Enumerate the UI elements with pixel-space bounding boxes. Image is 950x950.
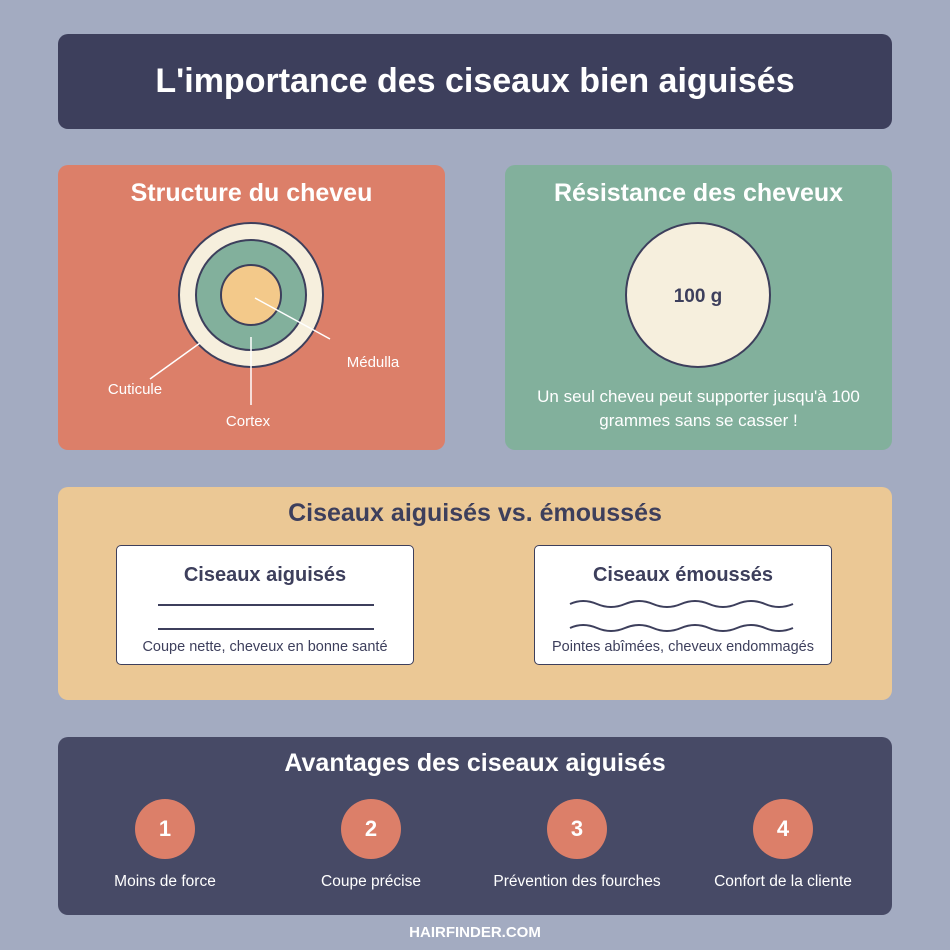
comparison-title: Ciseaux aiguisés vs. émoussés xyxy=(288,499,662,527)
dull-scissors-title: Ciseaux émoussés xyxy=(592,564,774,586)
benefit-label: Confort de la cliente xyxy=(714,873,852,890)
weight-value: 100 g xyxy=(674,286,723,307)
hair-structure-panel: Structure du cheveu Cuticule Cortex Médu… xyxy=(58,165,445,450)
footer-brand: HAIRFINDER.COM xyxy=(409,924,541,941)
hair-resistance-panel: Résistance des cheveux 100 g Un seul che… xyxy=(505,165,892,450)
benefits-title: Avantages des ciseaux aiguisés xyxy=(284,749,666,777)
cuticle-label: Cuticule xyxy=(108,381,162,398)
weight-circle-graphic: 100 g xyxy=(625,222,771,368)
clean-cut-hair-lines xyxy=(158,604,374,630)
page-title: L'importance des ciseaux bien aiguisés xyxy=(155,62,795,100)
sharp-scissors-caption: Coupe nette, cheveux en bonne santé xyxy=(142,639,388,655)
cortex-label: Cortex xyxy=(226,413,271,430)
damaged-hair-lines xyxy=(569,600,794,632)
benefit-item-3: 3 Prévention des fourches xyxy=(474,799,680,891)
title-banner: L'importance des ciseaux bien aiguisés xyxy=(58,34,892,129)
medulla-pointer-line xyxy=(254,297,331,340)
hair-structure-title: Structure du cheveu xyxy=(130,179,373,207)
benefit-label: Coupe précise xyxy=(321,873,421,890)
benefit-item-4: 4 Confort de la cliente xyxy=(680,799,886,891)
benefit-label: Moins de force xyxy=(114,873,216,890)
benefit-number-badge: 3 xyxy=(547,799,607,859)
benefit-label: Prévention des fourches xyxy=(493,873,661,890)
sharp-scissors-title: Ciseaux aiguisés xyxy=(183,564,347,586)
scissors-comparison-panel: Ciseaux aiguisés vs. émoussés Ciseaux ai… xyxy=(58,487,892,700)
wavy-hair-line xyxy=(569,600,794,608)
benefit-item-2: 2 Coupe précise xyxy=(268,799,474,891)
sharp-scissors-card: Ciseaux aiguisés Coupe nette, cheveux en… xyxy=(116,545,414,665)
cuticle-pointer-line xyxy=(149,342,201,380)
dull-scissors-card: Ciseaux émoussés Pointes abîmées, cheveu… xyxy=(534,545,832,665)
weight-circle xyxy=(625,222,771,368)
hair-resistance-caption: Un seul cheveu peut supporter jusqu'à 10… xyxy=(537,387,860,430)
medulla-label: Médulla xyxy=(347,354,400,371)
benefit-number-badge: 2 xyxy=(341,799,401,859)
benefits-panel: Avantages des ciseaux aiguisés 1 Moins d… xyxy=(58,737,892,915)
wavy-hair-line xyxy=(569,624,794,632)
benefit-number-badge: 1 xyxy=(135,799,195,859)
dull-scissors-caption: Pointes abîmées, cheveux endommagés xyxy=(552,639,814,655)
hair-cross-section-diagram: Cuticule Cortex Médulla xyxy=(108,222,400,430)
benefit-item-1: 1 Moins de force xyxy=(62,799,268,891)
medulla-layer xyxy=(220,264,282,326)
benefit-number-badge: 4 xyxy=(753,799,813,859)
hair-resistance-title: Résistance des cheveux xyxy=(553,179,844,207)
